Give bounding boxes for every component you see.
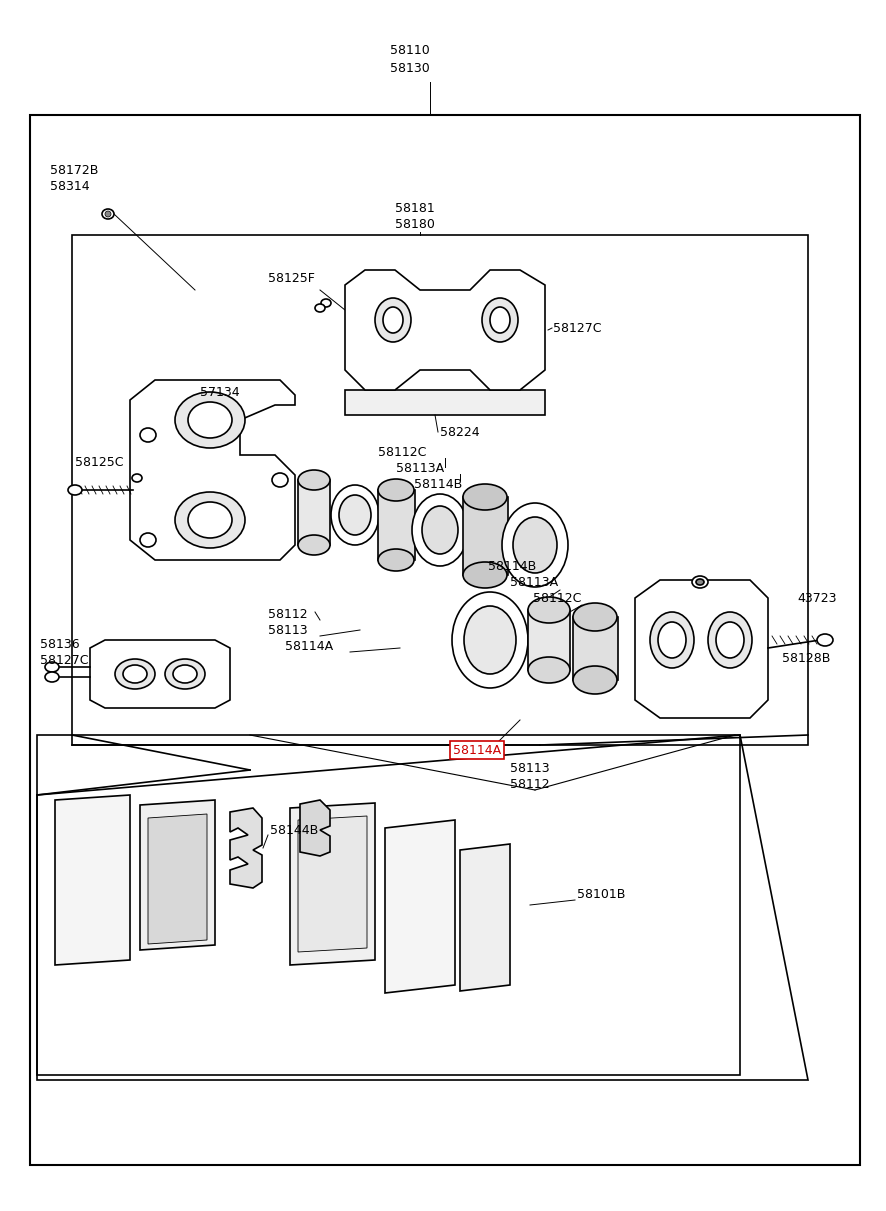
Ellipse shape <box>463 562 507 589</box>
Ellipse shape <box>68 484 82 495</box>
Text: 58112: 58112 <box>510 777 549 791</box>
Ellipse shape <box>339 495 371 535</box>
Ellipse shape <box>188 503 232 538</box>
Polygon shape <box>463 497 508 575</box>
Ellipse shape <box>272 474 288 487</box>
Polygon shape <box>230 808 262 888</box>
Text: 58110: 58110 <box>390 44 430 57</box>
Ellipse shape <box>502 503 568 587</box>
Text: 58224: 58224 <box>440 425 479 438</box>
Ellipse shape <box>528 658 570 683</box>
Ellipse shape <box>331 484 379 545</box>
Text: 58127C: 58127C <box>553 321 602 334</box>
Ellipse shape <box>528 597 570 622</box>
Ellipse shape <box>482 298 518 342</box>
Text: 58180: 58180 <box>395 218 435 230</box>
Ellipse shape <box>115 659 155 689</box>
Text: 43723: 43723 <box>797 591 836 604</box>
Text: 58130: 58130 <box>390 62 430 75</box>
Ellipse shape <box>188 402 232 438</box>
Ellipse shape <box>123 665 147 683</box>
Text: 58112C: 58112C <box>533 591 581 604</box>
Ellipse shape <box>692 576 708 589</box>
Ellipse shape <box>140 533 156 547</box>
Polygon shape <box>385 820 455 993</box>
Text: 58114B: 58114B <box>414 477 462 490</box>
Ellipse shape <box>298 535 330 555</box>
Polygon shape <box>130 380 295 559</box>
Ellipse shape <box>573 603 617 631</box>
Bar <box>30 115 860 1165</box>
Ellipse shape <box>817 635 833 645</box>
Text: 58127C: 58127C <box>40 654 89 667</box>
Text: 58181: 58181 <box>395 201 435 214</box>
Text: 58114B: 58114B <box>488 561 536 574</box>
Polygon shape <box>460 844 510 991</box>
Text: 58136: 58136 <box>40 638 80 652</box>
Ellipse shape <box>452 592 528 688</box>
Ellipse shape <box>375 298 411 342</box>
Ellipse shape <box>321 299 331 308</box>
Polygon shape <box>378 490 415 559</box>
Bar <box>72 235 808 745</box>
Ellipse shape <box>175 392 245 448</box>
Text: 58172B: 58172B <box>50 163 98 177</box>
Polygon shape <box>635 580 768 718</box>
Ellipse shape <box>378 549 414 572</box>
Ellipse shape <box>463 484 507 510</box>
Text: 58112C: 58112C <box>378 446 426 459</box>
Text: 58113: 58113 <box>510 762 549 775</box>
Ellipse shape <box>658 622 686 658</box>
Ellipse shape <box>412 494 468 566</box>
Polygon shape <box>345 270 545 390</box>
Bar <box>37 735 740 1075</box>
Ellipse shape <box>383 308 403 333</box>
Ellipse shape <box>573 666 617 694</box>
Ellipse shape <box>45 672 59 682</box>
Text: 58113A: 58113A <box>510 575 558 589</box>
Ellipse shape <box>650 612 694 668</box>
Ellipse shape <box>45 662 59 672</box>
Polygon shape <box>573 616 618 681</box>
Ellipse shape <box>716 622 744 658</box>
Ellipse shape <box>696 579 704 585</box>
Polygon shape <box>55 794 130 965</box>
Ellipse shape <box>464 606 516 675</box>
Text: 58114A: 58114A <box>453 744 501 757</box>
Polygon shape <box>148 814 207 945</box>
Ellipse shape <box>105 211 111 217</box>
Ellipse shape <box>490 308 510 333</box>
Text: 58125C: 58125C <box>75 455 123 469</box>
Ellipse shape <box>175 492 245 549</box>
Text: 58114A: 58114A <box>285 641 333 654</box>
Text: 57134: 57134 <box>200 385 239 398</box>
Text: 58128B: 58128B <box>782 652 830 665</box>
Polygon shape <box>290 803 375 965</box>
Text: 58101B: 58101B <box>577 889 626 901</box>
Polygon shape <box>300 800 330 856</box>
Text: 58144B: 58144B <box>270 823 318 837</box>
Polygon shape <box>298 816 367 952</box>
Ellipse shape <box>140 427 156 442</box>
Text: 58125F: 58125F <box>268 271 315 285</box>
Ellipse shape <box>422 506 458 553</box>
Ellipse shape <box>298 470 330 490</box>
Text: 58112: 58112 <box>268 608 307 621</box>
Text: 58314: 58314 <box>50 179 89 193</box>
Ellipse shape <box>513 517 557 573</box>
Ellipse shape <box>173 665 197 683</box>
Polygon shape <box>345 390 545 415</box>
Polygon shape <box>298 480 330 545</box>
Text: 58113A: 58113A <box>396 461 444 475</box>
Ellipse shape <box>102 210 114 219</box>
Ellipse shape <box>165 659 205 689</box>
Ellipse shape <box>378 480 414 501</box>
Ellipse shape <box>132 474 142 482</box>
Polygon shape <box>140 800 215 949</box>
Text: 58113: 58113 <box>268 624 307 637</box>
Ellipse shape <box>708 612 752 668</box>
Polygon shape <box>90 639 230 708</box>
Ellipse shape <box>315 304 325 312</box>
Polygon shape <box>528 610 570 670</box>
